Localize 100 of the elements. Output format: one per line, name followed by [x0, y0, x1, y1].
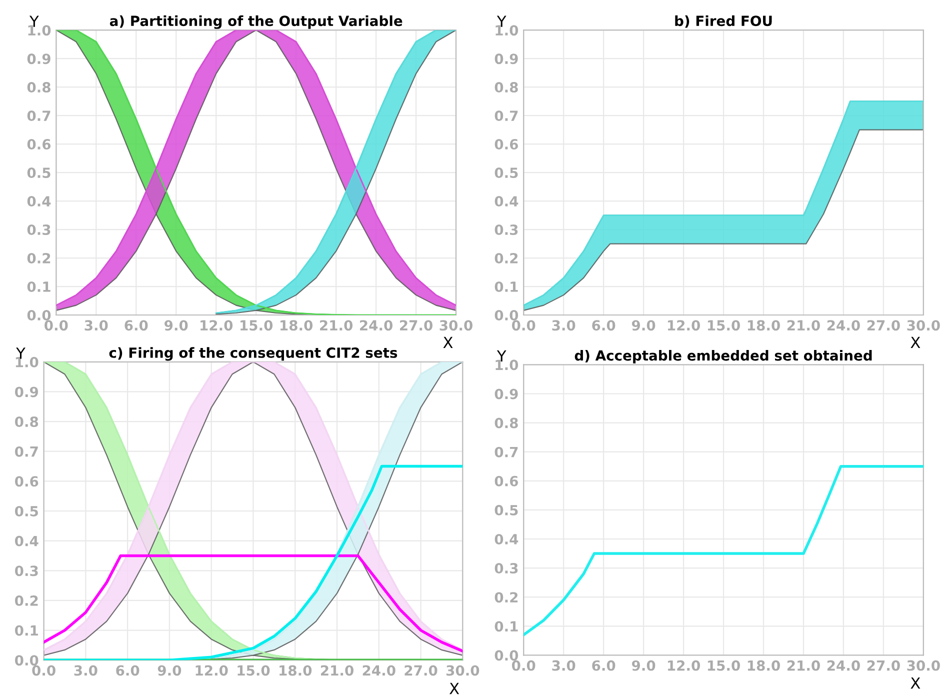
x-tick-label: 24.0: [360, 320, 393, 331]
x-tick-label: 3.0: [74, 665, 98, 676]
x-tick-label: 27.0: [867, 660, 900, 671]
y-tick-label: 0.1: [27, 281, 50, 292]
y-tick-label: 0.6: [27, 139, 51, 150]
y-tick-label: 0.6: [494, 476, 518, 486]
x-tick-label: 21.0: [320, 665, 354, 676]
x-tick-label: 0.0: [512, 660, 536, 671]
y-tick-label: 0.8: [494, 418, 518, 428]
line-series: [44, 554, 463, 653]
y-tick-label: 0.7: [27, 110, 50, 122]
x-tick-label: 0.0: [44, 320, 68, 331]
x-tick-label: 3.0: [84, 320, 108, 331]
x-axis-title: X: [443, 336, 453, 348]
y-tick-label: 0.2: [27, 252, 50, 264]
chart-title: b) Fired FOU: [675, 15, 772, 28]
x-tick-label: 24.0: [362, 665, 396, 676]
y-tick-label: 0.1: [494, 621, 518, 632]
x-tick-label: 12.0: [200, 320, 233, 331]
x-tick-label: 15.0: [240, 320, 273, 331]
y-tick-label: 0.1: [14, 625, 38, 636]
x-tick-label: 3.0: [552, 320, 576, 331]
y-tick-label: 0.9: [27, 54, 50, 64]
y-axis-title: Y: [16, 348, 26, 359]
y-tick-label: 0.2: [494, 252, 518, 264]
y-tick-label: 0.2: [14, 595, 38, 606]
y-axis-title: Y: [496, 16, 506, 27]
y-tick-label: 0.4: [14, 536, 38, 546]
x-tick-label: 12.0: [668, 320, 700, 331]
x-axis-title: X: [910, 677, 920, 689]
y-tick-label: 0.5: [494, 504, 518, 516]
y-tick-label: 0.8: [14, 416, 38, 428]
chart-title: c) Firing of the consequent CIT2 sets: [109, 347, 398, 361]
x-tick-label: 6.0: [592, 320, 616, 331]
y-tick-label: 0.7: [494, 110, 518, 122]
y-tick-label: 1.0: [496, 360, 518, 370]
y-axis-title: Y: [496, 350, 506, 362]
y-tick-label: 0.4: [494, 534, 518, 544]
y-tick-label: 0.8: [494, 82, 518, 93]
y-tick-label: 1.0: [16, 356, 38, 368]
y-tick-label: 0.3: [494, 224, 518, 236]
x-tick-label: 24.0: [827, 320, 860, 331]
x-tick-label: 12.0: [196, 665, 228, 676]
x-tick-label: 18.0: [748, 320, 780, 331]
y-tick-label: 0.0: [494, 310, 518, 320]
x-tick-label: 15.0: [708, 660, 740, 671]
y-tick-label: 0.7: [494, 446, 518, 458]
x-tick-label: 3.0: [552, 660, 576, 671]
line-series: [524, 464, 924, 636]
x-tick-label: 30.0: [446, 665, 480, 676]
x-tick-label: 30.0: [907, 320, 940, 331]
x-tick-label: 9.0: [632, 660, 656, 671]
y-tick-label: 0.5: [14, 506, 38, 516]
y-tick-label: 1.0: [496, 25, 518, 36]
chart-title: a) Partitioning of the Output Variable: [110, 15, 402, 29]
y-tick-label: 0.6: [494, 139, 518, 150]
x-tick-label: 12.0: [668, 660, 700, 671]
y-tick-label: 0.7: [14, 446, 38, 457]
x-tick-label: 15.0: [708, 320, 740, 331]
x-tick-label: 21.0: [320, 320, 353, 331]
x-tick-label: 27.0: [867, 320, 900, 331]
y-tick-label: 0.6: [14, 476, 38, 487]
y-tick-label: 0.3: [14, 566, 38, 576]
y-tick-label: 0.9: [14, 386, 38, 398]
x-tick-label: 30.0: [907, 660, 940, 671]
x-tick-label: 6.0: [592, 660, 616, 671]
x-tick-label: 9.0: [632, 320, 656, 331]
x-tick-label: 9.0: [164, 320, 188, 331]
y-tick-label: 0.1: [494, 281, 518, 292]
y-tick-label: 0.9: [494, 54, 518, 64]
y-tick-label: 1.0: [28, 25, 51, 36]
x-tick-label: 27.0: [400, 320, 432, 331]
y-axis-title: Y: [29, 16, 39, 27]
x-tick-label: 9.0: [158, 665, 182, 676]
x-axis-title: X: [910, 336, 920, 348]
x-tick-label: 0.0: [512, 320, 536, 331]
y-tick-label: 0.4: [494, 196, 518, 207]
y-tick-label: 0.5: [494, 168, 518, 178]
y-tick-label: 0.0: [27, 310, 51, 320]
y-tick-label: 0.8: [27, 82, 50, 93]
x-tick-label: 18.0: [280, 320, 313, 331]
y-tick-label: 0.0: [494, 650, 518, 661]
x-tick-label: 21.0: [787, 320, 820, 331]
x-tick-label: 18.0: [280, 665, 312, 676]
x-tick-label: 6.0: [116, 665, 140, 676]
x-tick-label: 24.0: [827, 660, 860, 671]
chart-title: d) Acceptable embedded set obtained: [574, 350, 872, 364]
x-tick-label: 15.0: [238, 665, 270, 676]
x-tick-label: 18.0: [748, 660, 780, 671]
y-tick-label: 0.4: [27, 196, 51, 207]
x-tick-label: 30.0: [440, 320, 472, 331]
y-tick-label: 0.3: [494, 563, 518, 574]
y-tick-label: 0.2: [494, 592, 518, 603]
y-tick-label: 0.5: [27, 168, 50, 178]
x-axis-title: X: [450, 682, 460, 694]
x-tick-label: 6.0: [124, 320, 148, 331]
y-tick-label: 0.3: [27, 224, 50, 236]
y-tick-label: 0.9: [494, 388, 518, 400]
x-tick-label: 27.0: [404, 665, 438, 676]
x-tick-label: 21.0: [787, 660, 820, 671]
